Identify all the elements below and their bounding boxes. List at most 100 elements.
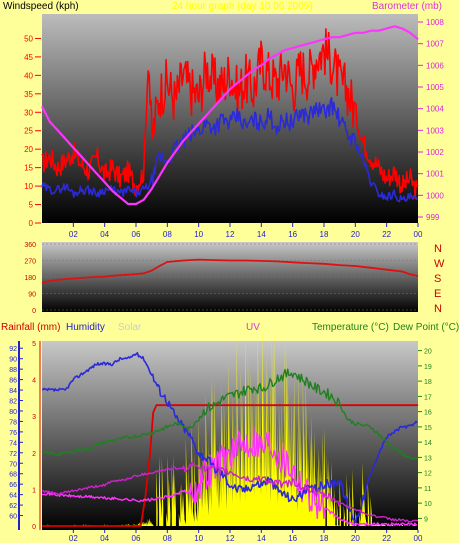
- hum-ytick-76: 76: [9, 430, 17, 437]
- temperature-title: Temperature (°C): [312, 322, 389, 333]
- compass-s: S: [434, 273, 442, 285]
- wind-ytick-5: 5: [29, 201, 34, 210]
- climate-xtick-14: 14: [257, 534, 266, 543]
- dewpoint-series: [41, 461, 419, 523]
- compass-w: W: [434, 258, 445, 270]
- baro-ytick-1000: 1000: [426, 191, 444, 200]
- wind-ytick-45: 45: [24, 53, 33, 62]
- windspeed-title: Windspeed (kph): [3, 1, 79, 12]
- wind-xtick-08: 08: [163, 230, 172, 239]
- temp-ytick-14: 14: [424, 440, 432, 447]
- baro-ytick-1008: 1008: [426, 18, 444, 27]
- hum-ytick-72: 72: [9, 451, 17, 458]
- hum-ytick-62: 62: [9, 503, 17, 510]
- climate-xtick-02: 02: [69, 534, 78, 543]
- temp-ytick-16: 16: [424, 410, 432, 417]
- windaverage-series: [41, 97, 418, 203]
- baro-ytick-1002: 1002: [426, 148, 444, 157]
- wind-xtick-12: 12: [226, 230, 235, 239]
- barometer-title: Barometer (mb): [372, 1, 443, 12]
- wind-xtick-00: 00: [414, 230, 423, 239]
- wind-xtick-10: 10: [194, 230, 203, 239]
- hum-ytick-70: 70: [9, 461, 17, 468]
- humidity-series: [41, 352, 418, 524]
- compass-n-top: N: [434, 243, 442, 255]
- wind-xtick-14: 14: [257, 230, 266, 239]
- hum-ytick-80: 80: [9, 409, 17, 416]
- temp-ytick-11: 11: [424, 486, 431, 493]
- solar-title: Solar: [118, 322, 142, 333]
- hum-ytick-74: 74: [9, 440, 17, 447]
- wind-xtick-02: 02: [69, 230, 78, 239]
- wind-ytick-0: 0: [29, 219, 34, 228]
- temp-ytick-10: 10: [424, 501, 432, 508]
- climate-xtick-04: 04: [100, 534, 109, 543]
- climate-xtick-12: 12: [226, 534, 235, 543]
- temp-ytick-13: 13: [424, 455, 432, 462]
- hum-ytick-64: 64: [9, 493, 17, 500]
- wind-xtick-16: 16: [288, 230, 297, 239]
- dir-ytick-90: 90: [28, 292, 36, 299]
- hum-ytick-90: 90: [9, 357, 17, 364]
- solar-series: [42, 317, 419, 526]
- temp-ytick-15: 15: [424, 425, 432, 432]
- rain-ytick-5: 5: [32, 341, 36, 348]
- wind-ytick-15: 15: [24, 164, 33, 173]
- dir-ytick-0: 0: [32, 308, 36, 315]
- hum-ytick-82: 82: [9, 399, 17, 406]
- wind-xtick-04: 04: [100, 230, 109, 239]
- baro-ytick-1007: 1007: [426, 40, 444, 49]
- dir-ytick-180: 180: [24, 275, 36, 282]
- hum-ytick-68: 68: [9, 472, 17, 479]
- baro-ytick-1006: 1006: [426, 61, 444, 70]
- hum-ytick-66: 66: [9, 482, 17, 489]
- dir-ytick-270: 270: [24, 259, 36, 266]
- hum-ytick-78: 78: [9, 419, 17, 426]
- climate-xtick-06: 06: [132, 534, 141, 543]
- temp-ytick-12: 12: [424, 471, 432, 478]
- wind-xtick-22: 22: [382, 230, 391, 239]
- humidity-title: Humidity: [66, 322, 105, 333]
- climate-xtick-08: 08: [163, 534, 172, 543]
- direction-series: [41, 258, 419, 284]
- baro-ytick-999: 999: [426, 213, 440, 222]
- wind-ytick-30: 30: [24, 108, 33, 117]
- climate-xtick-10: 10: [194, 534, 203, 543]
- wind-ytick-40: 40: [24, 71, 33, 80]
- hum-ytick-60: 60: [9, 514, 17, 521]
- temperature-series: [41, 368, 419, 460]
- compass-e: E: [434, 288, 442, 300]
- temp-ytick-18: 18: [424, 379, 432, 386]
- rain-ytick-2: 2: [32, 451, 36, 458]
- baro-ytick-1004: 1004: [426, 105, 444, 114]
- compass-n-bottom: N: [434, 303, 442, 315]
- rain-ytick-0: 0: [32, 524, 36, 531]
- dewpoint-title: Dew Point (°C): [393, 322, 459, 333]
- rain-ytick-3: 3: [32, 414, 36, 421]
- climate-xtick-16: 16: [288, 534, 297, 543]
- wind-xtick-06: 06: [132, 230, 141, 239]
- hum-ytick-88: 88: [9, 367, 17, 374]
- dir-ytick-360: 360: [24, 242, 36, 249]
- baro-ytick-1001: 1001: [426, 170, 444, 179]
- barometer-series: [41, 25, 419, 206]
- baro-ytick-1003: 1003: [426, 126, 444, 135]
- temp-ytick-9: 9: [424, 516, 428, 523]
- rainfall-series: [42, 404, 418, 527]
- wind-ytick-35: 35: [24, 90, 33, 99]
- temp-ytick-20: 20: [424, 349, 432, 356]
- hum-ytick-86: 86: [9, 378, 17, 385]
- temp-ytick-17: 17: [424, 394, 432, 401]
- wind-ytick-50: 50: [24, 34, 33, 43]
- graph-title: 24 hour graph (day 10.06.2009): [172, 1, 313, 12]
- climate-xtick-20: 20: [351, 534, 360, 543]
- temp-ytick-19: 19: [424, 364, 432, 371]
- uv-series: [41, 426, 418, 527]
- rain-ytick-1: 1: [32, 487, 36, 494]
- wind-ytick-20: 20: [24, 145, 33, 154]
- baro-ytick-1005: 1005: [426, 83, 444, 92]
- hum-ytick-92: 92: [9, 346, 17, 353]
- rainfall-title: Rainfall (mm): [1, 322, 61, 333]
